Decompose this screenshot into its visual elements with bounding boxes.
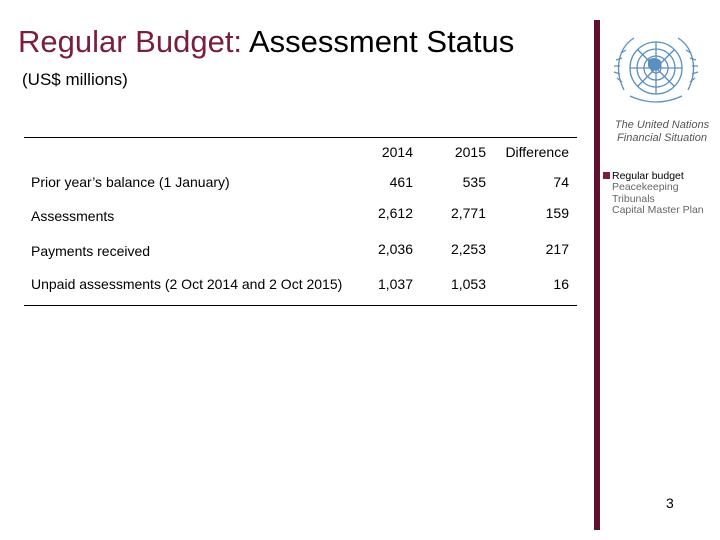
cell-2014: 1,037: [377, 276, 413, 292]
table-header-row: 2014 2015 Difference: [24, 144, 577, 168]
un-emblem-icon: [613, 37, 699, 103]
legend-label: Capital Master Plan: [612, 204, 704, 217]
side-caption: The United Nations Financial Situation: [614, 119, 710, 144]
row-label: Assessments: [31, 208, 115, 224]
legend-item-tribunals[interactable]: Tribunals: [603, 193, 704, 205]
cell-difference: 217: [545, 241, 569, 257]
legend-item-peacekeeping[interactable]: Peacekeeping: [603, 181, 704, 194]
row-label: Unpaid assessments (2 Oct 2014 and 2 Oct…: [31, 276, 343, 292]
legend-swatch-icon: [603, 172, 610, 180]
table-bottom-rule: [24, 305, 577, 306]
cell-difference: 16: [553, 276, 569, 292]
legend-label: Peacekeeping: [612, 181, 679, 194]
slide-title: Regular Budget: Assessment Status: [18, 22, 514, 62]
assessment-table: 2014 2015 Difference Prior year’s balanc…: [24, 137, 577, 305]
cell-2015: 535: [462, 174, 486, 190]
vertical-divider-bar: [594, 20, 600, 530]
table-row: Prior year’s balance (1 January) 461 535…: [24, 174, 577, 198]
table-row: Payments received 2,036 2,253 217: [24, 241, 577, 265]
cell-difference: 159: [545, 205, 569, 221]
title-rest: Assessment Status: [242, 24, 515, 59]
cell-difference: 74: [553, 174, 569, 190]
cell-2015: 1,053: [450, 276, 486, 292]
row-label: Payments received: [31, 243, 151, 259]
header-2014: 2014: [381, 144, 413, 160]
table-row: Unpaid assessments (2 Oct 2014 and 2 Oct…: [24, 276, 577, 300]
table-top-rule: [24, 137, 577, 138]
row-label: Prior year’s balance (1 January): [31, 174, 230, 190]
cell-2015: 2,253: [450, 241, 486, 257]
legend-label: Tribunals: [612, 192, 655, 205]
header-2015: 2015: [454, 144, 486, 160]
cell-2014: 2,036: [377, 241, 413, 257]
cell-2014: 461: [389, 174, 413, 190]
legend: Regular budget Peacekeeping Tribunals Ca…: [603, 170, 704, 216]
page-number: 3: [666, 495, 674, 511]
header-difference: Difference: [505, 144, 569, 160]
cell-2014: 2,612: [377, 205, 413, 221]
table-row: Assessments 2,612 2,771 159: [24, 205, 577, 229]
legend-item-regular-budget[interactable]: Regular budget: [603, 170, 704, 182]
cell-2015: 2,771: [450, 205, 486, 221]
legend-label: Regular budget: [612, 169, 684, 182]
title-accent: Regular Budget:: [18, 24, 243, 59]
units-subtitle: (US$ millions): [22, 70, 128, 89]
legend-item-capital-master-plan[interactable]: Capital Master Plan: [603, 204, 704, 217]
